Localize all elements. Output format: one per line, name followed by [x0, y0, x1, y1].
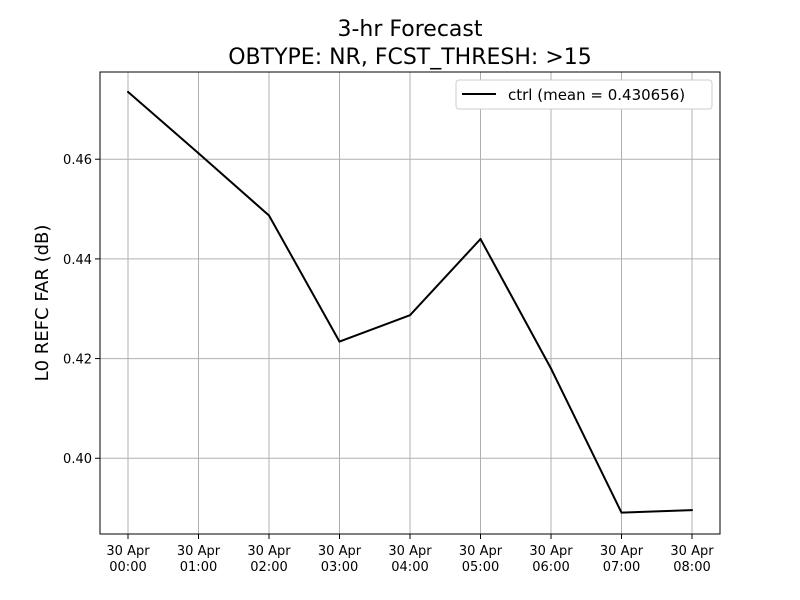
chart-subtitle: OBTYPE: NR, FCST_THRESH: >15 [228, 45, 592, 70]
x-tick-label: 30 Apr 04:00 [388, 544, 432, 575]
data-point [479, 237, 482, 240]
data-point [409, 314, 411, 317]
data-point [620, 511, 623, 514]
legend-box [455, 79, 713, 110]
x-tick-label: 30 Apr 08:00 [670, 544, 714, 575]
y-tick-label: 0.46 [63, 153, 92, 168]
grid [100, 72, 720, 534]
x-tick-label: 30 Apr 03:00 [318, 544, 362, 575]
x-tick-label: 30 Apr 05:00 [459, 544, 503, 575]
chart-title: 3-hr Forecast [337, 17, 482, 42]
y-tick-label: 0.42 [63, 353, 92, 368]
data-point [550, 367, 552, 370]
x-tick-label: 30 Apr 07:00 [600, 544, 644, 575]
data-point [268, 214, 270, 217]
data-point [691, 509, 693, 512]
x-tick-label: 30 Apr 01:00 [177, 544, 221, 575]
y-axis-label: L0 REFC FAR (dB) [32, 225, 53, 382]
y-axis: 0.40 0.42 0.44 0.46 [63, 153, 100, 467]
x-tick-label: 30 Apr 06:00 [529, 544, 573, 575]
data-point [338, 340, 341, 343]
y-tick-label: 0.44 [63, 253, 92, 268]
legend: ctrl (mean = 0.430656) [455, 79, 713, 110]
y-tick-label: 0.40 [63, 452, 92, 467]
data-point [127, 90, 129, 93]
x-tick-label: 30 Apr 02:00 [247, 544, 291, 575]
data-point [197, 152, 200, 155]
series-layer [127, 90, 693, 514]
x-axis: 30 Apr 00:00 30 Apr 01:00 30 Apr 02:00 30 Apr 0… [106, 534, 714, 575]
x-tick-label: 30 Apr 00:00 [106, 544, 150, 575]
legend-label-ctrl: ctrl (mean = 0.430656) [508, 86, 685, 104]
